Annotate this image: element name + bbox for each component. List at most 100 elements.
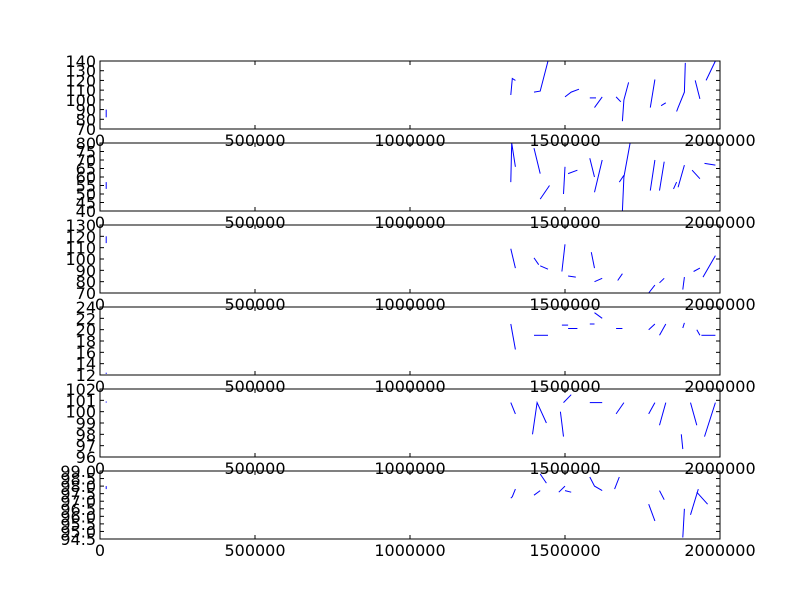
data-segment-1-8 (621, 82, 630, 122)
y-tick-label: 102 (65, 380, 96, 399)
y-tick-label: 101 (65, 391, 96, 410)
x-tick-label: 1500000 (529, 295, 600, 314)
y-tick-label: 16 (76, 343, 96, 362)
y-tick-label: 80 (76, 273, 96, 292)
data-segment-6-11 (682, 508, 685, 538)
data-segment-6-8 (614, 476, 620, 490)
data-segment-3-14 (702, 255, 716, 278)
x-tick-label: 0 (95, 295, 105, 314)
x-tick-label: 500000 (224, 131, 285, 150)
series-3 (105, 236, 716, 294)
y-tick-label: 20 (76, 321, 96, 340)
x-tick-label: 1000000 (374, 213, 445, 232)
x-tick-label: 2000000 (684, 295, 755, 314)
y-tick-label: 120 (65, 227, 96, 246)
data-segment-2-14 (677, 164, 685, 188)
data-segment-6-7 (589, 476, 603, 492)
data-segment-4-12 (696, 329, 701, 336)
y-tick-label: 95.5 (60, 515, 96, 534)
data-segment-6-4 (539, 473, 547, 484)
data-segment-2-10 (621, 142, 631, 212)
data-segment-4-11 (682, 322, 685, 329)
y-tick-label: 97 (76, 437, 96, 456)
data-segment-1-11 (676, 62, 686, 112)
y-tick-label: 110 (65, 239, 96, 258)
y-tick-label: 70 (76, 151, 96, 170)
y-tick-label: 94.5 (60, 530, 96, 549)
x-tick-label: 1000000 (374, 459, 445, 478)
data-segment-3-5 (561, 244, 566, 272)
y-tick-label: 75 (76, 143, 96, 162)
y-tick-label: 70 (76, 120, 96, 139)
y-tick-label: 97.0 (60, 492, 96, 511)
subplot-6: 94.595.095.596.096.597.097.598.098.599.0… (60, 462, 755, 560)
data-segment-4-9 (648, 323, 656, 331)
x-tick-label: 1000000 (374, 377, 445, 396)
data-segment-6-12 (690, 488, 699, 515)
data-segment-3-2 (510, 248, 516, 269)
y-tick-label: 65 (76, 160, 96, 179)
x-tick-label: 2000000 (684, 541, 755, 560)
y-tick-label: 96 (76, 448, 96, 467)
data-segment-1-13 (705, 60, 716, 81)
data-segment-2-7 (589, 158, 595, 178)
data-segment-2-4 (539, 185, 550, 200)
data-segment-2-11 (649, 159, 656, 191)
data-segment-5-12 (690, 402, 698, 426)
data-segment-1-7 (615, 96, 622, 103)
data-segment-3-3 (533, 257, 540, 265)
y-tick-label: 100 (65, 91, 96, 110)
data-segment-4-2 (510, 323, 516, 350)
y-tick-label: 70 (76, 284, 96, 303)
y-tick-label: 18 (76, 332, 96, 351)
data-segment-3-6 (568, 275, 576, 278)
x-tick-label: 0 (95, 377, 105, 396)
data-segment-4-7 (594, 312, 603, 319)
y-tick-label: 12 (76, 366, 96, 385)
y-tick-label: 97.5 (60, 485, 96, 504)
data-segment-2-16 (704, 162, 716, 166)
data-segment-5-2 (510, 402, 516, 415)
y-tick-label: 95.0 (60, 522, 96, 541)
x-tick-label: 500000 (224, 459, 285, 478)
data-segment-5-10 (659, 402, 667, 426)
data-segment-2-6 (567, 169, 578, 175)
x-tick-label: 1000000 (374, 295, 445, 314)
y-tick-label: 120 (65, 71, 96, 90)
data-segment-3-10 (648, 284, 656, 294)
y-tick-label: 100 (65, 403, 96, 422)
data-segment-2-5 (563, 166, 566, 195)
data-segment-6-3 (533, 490, 541, 496)
x-tick-label: 0 (95, 459, 105, 478)
series-5 (105, 394, 716, 450)
y-tick-label: 98.5 (60, 470, 96, 489)
data-segment-5-3 (532, 400, 547, 435)
data-segment-6-6 (564, 490, 572, 493)
data-segment-1-12 (694, 80, 701, 100)
x-tick-label: 2000000 (684, 131, 755, 150)
y-tick-label: 14 (76, 355, 96, 374)
y-tick-label: 80 (76, 110, 96, 129)
y-tick-label: 80 (76, 134, 96, 153)
data-segment-6-13 (696, 491, 708, 505)
data-segment-3-13 (693, 267, 701, 272)
data-segment-1-2 (510, 77, 516, 96)
data-segment-6-5 (558, 485, 566, 493)
y-tick-label: 98 (76, 425, 96, 444)
x-tick-label: 1500000 (529, 131, 600, 150)
y-tick-label: 140 (65, 52, 96, 71)
data-segment-1-9 (649, 79, 656, 108)
y-tick-label: 130 (65, 216, 96, 235)
data-segment-1-4 (564, 88, 580, 98)
data-segment-3-12 (682, 277, 685, 290)
data-segment-5-11 (680, 434, 684, 450)
data-segment-5-8 (615, 402, 625, 415)
series-4 (105, 312, 716, 374)
data-segment-2-13 (673, 181, 678, 190)
data-segment-6-2 (510, 488, 516, 499)
x-tick-label: 1000000 (374, 131, 445, 150)
x-tick-label: 500000 (224, 213, 285, 232)
y-tick-label: 100 (65, 250, 96, 269)
